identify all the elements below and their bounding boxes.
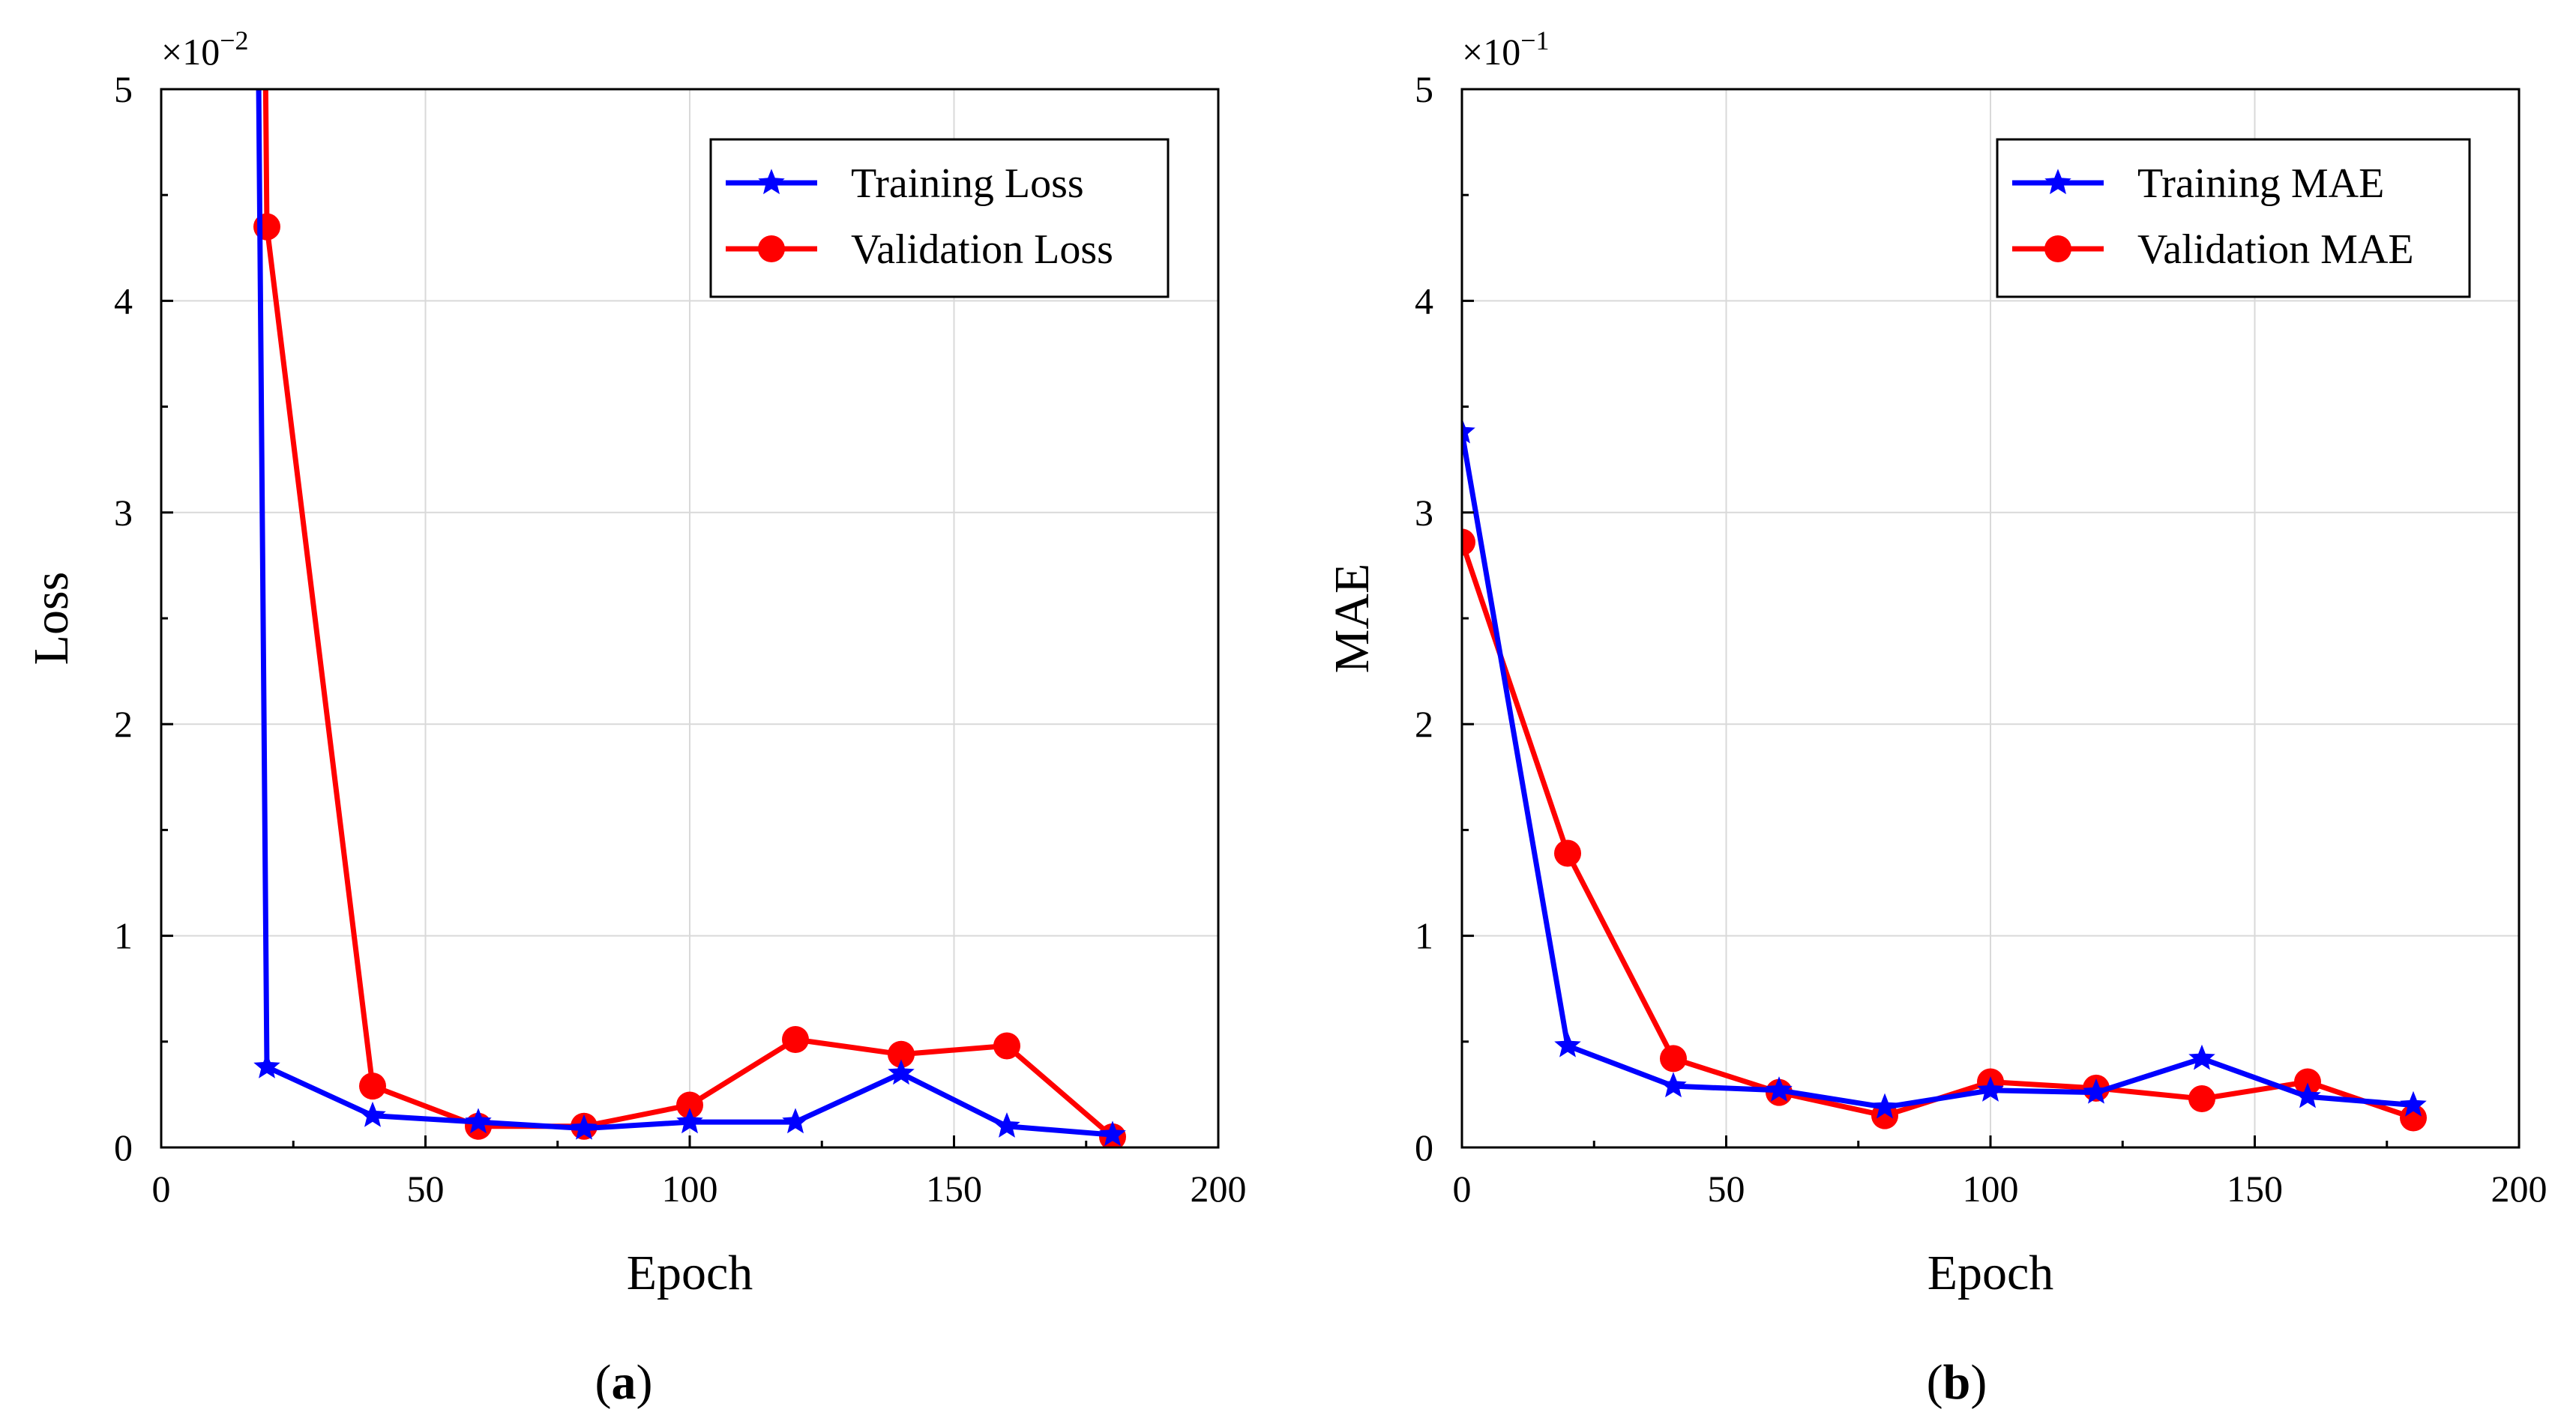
series-line-training bbox=[256, 89, 1113, 1138]
data-point-training bbox=[1554, 1031, 1581, 1058]
data-point-training bbox=[1660, 1072, 1687, 1098]
x-tick-label: 100 bbox=[1963, 1168, 2019, 1210]
legend-label-training: Training Loss bbox=[851, 160, 1084, 207]
y-tick-label: 5 bbox=[1415, 68, 1433, 110]
legend-box bbox=[1996, 138, 2471, 298]
panel-label-a: (a) bbox=[595, 1355, 653, 1410]
data-point-training bbox=[888, 1059, 915, 1085]
series-line-training bbox=[1462, 431, 2414, 1110]
x-tick-label: 150 bbox=[926, 1168, 982, 1210]
axis-ticks: 0 50 100 150 200 0 1 2 3 4 5 bbox=[114, 68, 1247, 1210]
data-point-validation bbox=[2294, 1068, 2321, 1096]
data-point-training bbox=[676, 1108, 703, 1134]
axis-ticks: 0 50 100 150 200 0 1 2 3 4 5 bbox=[1415, 68, 2548, 1210]
data-point-training bbox=[1099, 1120, 1126, 1147]
legend-marker-validation bbox=[758, 235, 785, 262]
y-tick-label: 5 bbox=[114, 68, 133, 110]
data-point-validation bbox=[1462, 528, 1475, 556]
y-tick-label: 2 bbox=[114, 703, 133, 745]
data-point-training bbox=[993, 1112, 1020, 1138]
x-tick-label: 100 bbox=[662, 1168, 718, 1210]
data-point-validation bbox=[1554, 839, 1581, 867]
x-tick-label: 50 bbox=[1708, 1168, 1745, 1210]
data-point-training bbox=[1977, 1076, 2004, 1102]
y-tick-label: 4 bbox=[114, 280, 133, 322]
panel-label-b: (b) bbox=[1927, 1355, 1987, 1410]
y-tick-label: 3 bbox=[114, 492, 133, 534]
x-tick-label: 200 bbox=[2491, 1168, 2548, 1210]
data-point-validation bbox=[888, 1040, 915, 1068]
y-tick-label: 0 bbox=[1415, 1126, 1433, 1168]
y-tick-label: 1 bbox=[114, 915, 133, 957]
y-multiplier: ×10−2 bbox=[161, 25, 249, 73]
x-axis-title: Epoch bbox=[1928, 1246, 2054, 1300]
x-tick-label: 150 bbox=[2227, 1168, 2283, 1210]
x-axis-title: Epoch bbox=[627, 1246, 753, 1300]
x-tick-label: 0 bbox=[1453, 1168, 1472, 1210]
y-tick-label: 3 bbox=[1415, 492, 1433, 534]
data-point-training bbox=[571, 1114, 598, 1140]
data-point-training bbox=[2400, 1090, 2427, 1117]
series-line-validation bbox=[262, 89, 1115, 1139]
chart-panel-a: 0 50 100 150 200 0 1 2 3 4 5 ×10−2 Epoch Loss Trai… bbox=[24, 25, 1247, 1410]
data-point-validation bbox=[993, 1032, 1020, 1060]
data-point-training bbox=[2188, 1044, 2215, 1070]
y-tick-label: 4 bbox=[1415, 280, 1433, 322]
data-point-training bbox=[782, 1108, 809, 1134]
y-tick-label: 1 bbox=[1415, 915, 1433, 957]
x-tick-label: 0 bbox=[152, 1168, 171, 1210]
legend-marker-training bbox=[758, 169, 785, 195]
series-line-validation bbox=[1462, 541, 2415, 1120]
data-point-training bbox=[253, 1052, 280, 1078]
data-point-training bbox=[1766, 1076, 1793, 1102]
data-point-validation bbox=[1660, 1045, 1687, 1072]
x-tick-label: 50 bbox=[407, 1168, 445, 1210]
data-point-training bbox=[2294, 1082, 2321, 1108]
y-axis-title: MAE bbox=[1325, 564, 1379, 674]
data-point-validation bbox=[359, 1072, 386, 1100]
data-point-training bbox=[1462, 417, 1475, 444]
y-multiplier: ×10−1 bbox=[1462, 25, 1550, 73]
legend-marker-training bbox=[2044, 169, 2071, 195]
data-point-validation bbox=[782, 1025, 809, 1053]
data-point-training bbox=[465, 1108, 492, 1134]
data-point-training bbox=[2083, 1078, 2110, 1104]
legend: Training MAE Validation MAE bbox=[1996, 138, 2471, 298]
legend-label-validation: Validation MAE bbox=[2137, 226, 2414, 273]
data-point-validation bbox=[2188, 1085, 2215, 1113]
data-point-validation bbox=[1871, 1102, 1898, 1129]
x-tick-label: 200 bbox=[1191, 1168, 1247, 1210]
plot-data bbox=[253, 89, 1126, 1147]
chart-panel-b: 0 50 100 150 200 0 1 2 3 4 5 ×10−1 Epoch MAE Train… bbox=[1325, 25, 2548, 1410]
legend-label-validation: Validation Loss bbox=[851, 226, 1113, 273]
legend: Training Loss Validation Loss bbox=[709, 138, 1170, 298]
plot-data bbox=[1462, 417, 2427, 1132]
data-point-training bbox=[359, 1101, 386, 1127]
data-point-validation bbox=[676, 1091, 703, 1119]
legend-box bbox=[709, 138, 1170, 298]
legend-marker-validation bbox=[2044, 235, 2071, 262]
data-point-training bbox=[1871, 1093, 1898, 1119]
y-axis-title: Loss bbox=[24, 572, 79, 666]
y-tick-label: 0 bbox=[114, 1126, 133, 1168]
legend-label-training: Training MAE bbox=[2137, 160, 2384, 207]
y-tick-label: 2 bbox=[1415, 703, 1433, 745]
